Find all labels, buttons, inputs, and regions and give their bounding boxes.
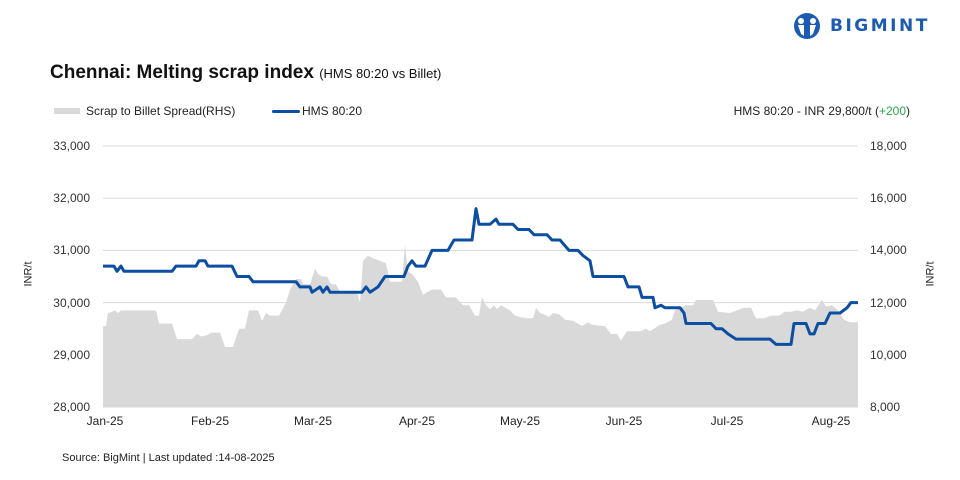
left-axis-tick: 31,000 — [53, 243, 90, 258]
latest-price-text: HMS 80:20 - INR 29,800/t ( — [733, 104, 879, 118]
x-axis-tick: Mar-25 — [293, 414, 333, 428]
chart-title: Chennai: Melting scrap index (HMS 80:20 … — [50, 62, 441, 84]
latest-price-close: ) — [906, 104, 910, 118]
legend-label-spread: Scrap to Billet Spread(RHS) — [86, 104, 236, 118]
left-axis-tick: 33,000 — [53, 139, 90, 153]
right-axis-tick: 12,000 — [870, 295, 907, 310]
x-axis-tick: Jun-25 — [605, 414, 643, 428]
chart-title-main: Chennai: Melting scrap index — [50, 62, 314, 83]
spread-area-series — [103, 245, 858, 407]
latest-price: HMS 80:20 - INR 29,800/t (+200) — [734, 104, 910, 118]
x-axis-tick: Feb-25 — [190, 414, 230, 428]
legend-label-hms: HMS 80:20 — [302, 104, 363, 118]
area-swatch-icon — [54, 108, 80, 114]
legend-item-spread[interactable]: Scrap to Billet Spread(RHS) — [54, 104, 235, 118]
hms-line-series — [103, 207, 858, 346]
right-axis-tick: 14,000 — [870, 243, 907, 258]
right-axis-tick: 18,000 — [870, 139, 907, 153]
left-axis-tick: 32,000 — [53, 191, 90, 206]
x-axis-tick: Aug-25 — [811, 414, 851, 428]
x-axis-tick: Jul-25 — [710, 414, 744, 428]
line-swatch-icon — [272, 109, 300, 113]
left-axis-tick: 30,000 — [53, 295, 90, 310]
x-axis-tick: Apr-25 — [398, 414, 436, 428]
right-axis-label: INR/t — [924, 261, 937, 287]
right-axis-tick: 8,000 — [870, 400, 901, 414]
left-axis-label: INR/t — [22, 261, 35, 287]
legend-item-hms[interactable]: HMS 80:20 — [272, 104, 362, 118]
brand-logo: BIGMINT — [792, 12, 930, 40]
source-note: Source: BigMint | Last updated :14-08-20… — [62, 452, 275, 464]
x-axis-tick: May-25 — [499, 414, 541, 428]
bigmint-logo-icon — [794, 13, 820, 39]
latest-price-change: +200 — [878, 104, 906, 118]
right-axis-tick: 16,000 — [870, 191, 907, 206]
brand-name: BIGMINT — [830, 16, 930, 36]
right-axis-tick: 10,000 — [870, 347, 907, 362]
chart-subtitle: (HMS 80:20 vs Billet) — [319, 66, 442, 81]
x-axis-tick: Jan-25 — [86, 414, 124, 428]
left-axis-tick: 28,000 — [53, 400, 90, 414]
left-axis-tick: 29,000 — [53, 347, 90, 362]
